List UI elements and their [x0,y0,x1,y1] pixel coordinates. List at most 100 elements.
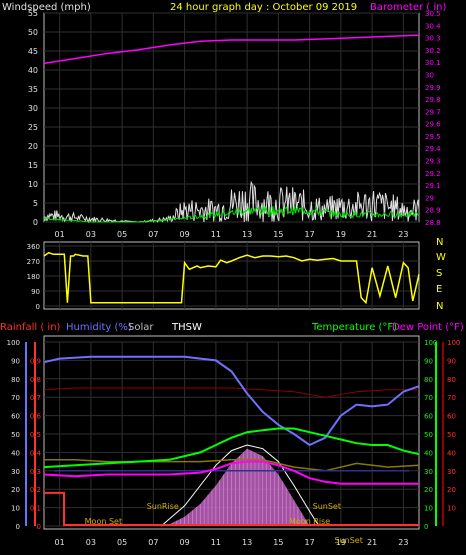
barometer-tick-label: 29.3 [425,158,441,166]
rain-tick-label: 0.6 [30,413,42,421]
wind-x-tick-label: 01 [55,230,65,239]
rain-tick-label: 0.9 [30,357,41,365]
temperature-tick-label: 100 [424,339,437,347]
wind-direction-line [43,251,420,305]
humidity-tick-label: 60 [11,413,20,421]
humidity-tick-label: 70 [11,394,20,402]
wind-x-tick-label: 17 [305,230,315,239]
rain-tick-label: 0.4 [30,449,42,457]
dewpoint-tick-label: 100 [447,339,460,347]
humidity-tick-label: 50 [11,431,20,439]
thsw-axis-title: THSW [171,322,202,333]
compass-label: W [436,252,446,263]
wind-x-tick-label: 05 [117,230,127,239]
wind-tick-label: 0 [33,218,38,227]
rain-tick-label: 0.7 [30,394,41,402]
barometer-tick-label: 29.5 [425,133,441,141]
barometer-tick-label: 29.1 [425,182,441,190]
rain-tick-label: 0.2 [30,486,41,494]
astronomy-annotation: SunRise [147,502,179,511]
direction-tick-label: 360 [27,243,40,251]
temperature-tick-label: 80 [424,376,433,384]
wind-tick-label: 50 [28,28,38,37]
wind-tick-label: 40 [28,66,38,75]
wind-tick-label: 30 [28,104,38,113]
dewpoint-tick-label: 60 [447,413,456,421]
dewpoint-tick-label: 30 [447,468,456,476]
rain-tick-label: 0.8 [30,376,41,384]
wind-x-tick-label: 23 [398,230,408,239]
solar-axis-title: Solar [128,322,154,333]
humidity-line [43,355,420,447]
wind-x-tick-label: 03 [86,230,96,239]
wind-tick-label: 35 [28,85,38,94]
temp-x-tick-label: 03 [86,538,96,547]
barometer-tick-label: 29.8 [425,96,441,104]
rain-tick-label: 0.5 [30,431,41,439]
barometer-line [43,34,420,65]
wind-axis-title: Windspeed (mph) [2,2,91,13]
barometer-tick-label: 29 [425,194,434,202]
rain-tick-label: 0.3 [30,468,41,476]
barometer-tick-label: 30.4 [425,22,441,30]
wind-tick-label: 5 [33,199,38,208]
temp-x-tick-label: 13 [242,538,252,547]
dewpoint-tick-label: 70 [447,394,456,402]
humidity-baseline-line [43,387,419,398]
temp-x-tick-label: 15 [273,538,283,547]
barometer-tick-label: 29.9 [425,84,441,92]
wind-tick-label: 55 [28,9,38,18]
wind-average-line [43,204,420,223]
astronomy-annotation: SunSet [335,536,363,545]
temp-x-tick-label: 05 [117,538,127,547]
temp-x-tick-label: 07 [148,538,158,547]
barometer-axis-title: Barometer ( in) [370,2,446,13]
dewpoint-tick-label: 90 [447,357,456,365]
barometer-tick-label: 30.5 [425,10,441,18]
humidity-axis-title: Humidity (%) [66,322,132,333]
humidity-tick-label: 0 [16,523,20,531]
wind-x-tick-label: 07 [148,230,158,239]
wind-x-tick-label: 19 [336,230,346,239]
temperature-tick-label: 10 [424,505,433,513]
barometer-tick-label: 30.3 [425,35,441,43]
direction-tick-label: 180 [27,273,40,281]
olive-line [44,459,420,472]
temp-panel [43,335,420,530]
humidity-tick-label: 90 [11,357,20,365]
wind-tick-label: 10 [28,180,38,189]
temperature-tick-label: 70 [424,394,433,402]
humidity-tick-label: 10 [11,505,20,513]
temp-x-tick-label: 17 [305,538,315,547]
wind-x-tick-label: 13 [242,230,252,239]
astronomy-annotation: Moon Rise [289,517,330,526]
barometer-tick-label: 30 [425,71,434,79]
temp-x-tick-label: 21 [367,538,377,547]
temperature-tick-label: 90 [424,357,433,365]
temp-x-tick-label: 01 [55,538,65,547]
direction-tick-label: 270 [27,258,40,266]
temperature-tick-label: 50 [424,431,433,439]
compass-label: E [436,284,442,295]
humidity-tick-label: 80 [11,376,20,384]
temperature-tick-label: 60 [424,413,433,421]
direction-tick-label: 90 [31,288,40,296]
temperature-tick-label: 20 [424,486,433,494]
humidity-tick-label: 100 [7,339,20,347]
barometer-tick-label: 29.4 [425,145,441,153]
barometer-tick-label: 30.2 [425,47,441,55]
graph-title: 24 hour graph day : October 09 2019 [170,2,357,13]
solar-area [165,448,310,526]
astronomy-annotation: Moon Set [85,517,122,526]
dewpoint-tick-label: 40 [447,449,456,457]
compass-label: N [436,237,443,248]
wind-x-tick-label: 21 [367,230,377,239]
thsw-line [160,444,320,527]
wind-tick-label: 15 [28,161,38,170]
direction-tick-label: 0 [36,303,40,311]
compass-label: N [436,301,443,312]
wind-tick-label: 45 [28,47,38,56]
dewpoint-tick-label: 50 [447,431,456,439]
temp-x-tick-label: 19 [336,538,346,547]
